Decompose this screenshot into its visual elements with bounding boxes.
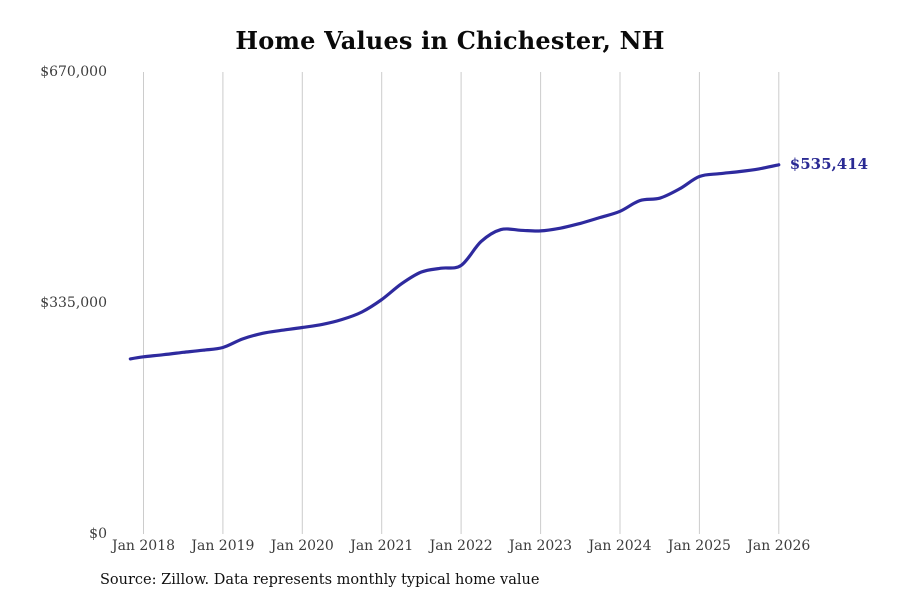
y-tick-label: $670,000 (40, 64, 107, 80)
x-tick-label: Jan 2021 (350, 538, 414, 554)
x-tick-label: Jan 2018 (111, 538, 176, 554)
x-tick-label: Jan 2023 (509, 538, 573, 554)
series-end-value-label: $535,414 (789, 155, 869, 174)
y-tick-label: $335,000 (40, 295, 107, 311)
vertical-gridlines (143, 72, 780, 534)
source-note: Source: Zillow. Data represents monthly … (100, 572, 540, 588)
chart-title: Home Values in Chichester, NH (235, 26, 665, 55)
x-tick-label: Jan 2025 (667, 538, 731, 554)
x-tick-label: Jan 2022 (429, 538, 493, 554)
x-tick-label: Jan 2026 (747, 538, 811, 554)
home-value-line-series (128, 163, 781, 361)
y-tick-label: $0 (89, 526, 107, 542)
x-tick-label: Jan 2019 (191, 538, 255, 554)
x-tick-label: Jan 2024 (588, 538, 652, 554)
x-tick-label: Jan 2020 (270, 538, 334, 554)
